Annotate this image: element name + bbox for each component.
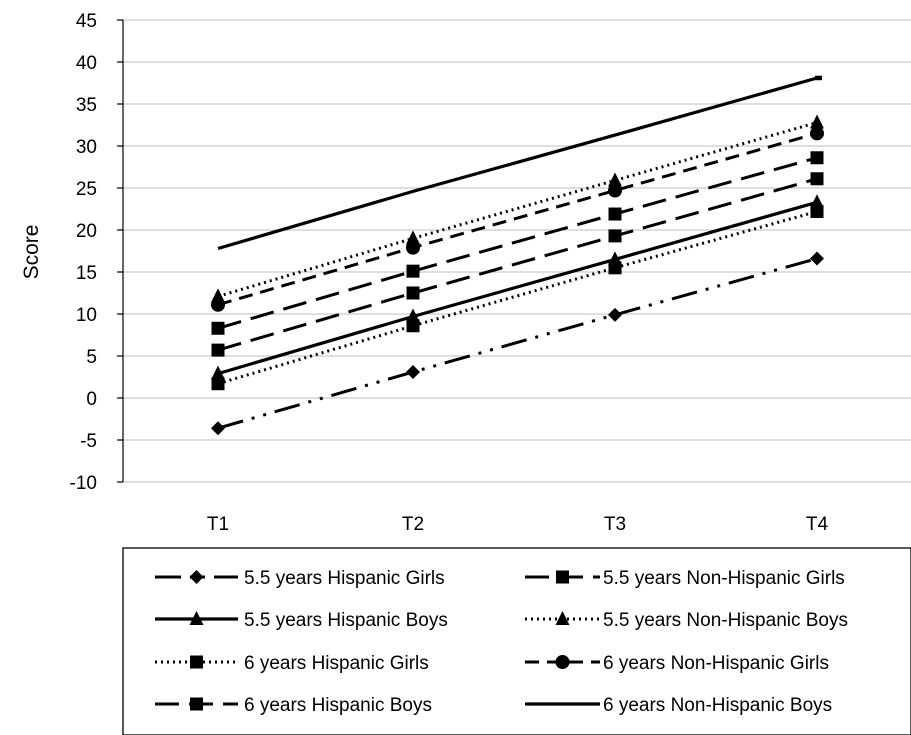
legend-label: 6 years Non-Hispanic Girls [603, 653, 829, 674]
data-point-triangle [555, 611, 570, 625]
data-point-diamond [810, 251, 824, 266]
y-tick-label: -5 [80, 431, 97, 452]
legend-box [122, 547, 911, 735]
data-point-square [608, 261, 622, 275]
y-tick-labels: -10 -5 0 5 10 15 20 25 30 35 40 45 [70, 11, 97, 494]
data-point-triangle [810, 114, 824, 129]
series-line [217, 257, 818, 430]
series-3 [211, 194, 824, 380]
series-line [217, 200, 818, 376]
data-point-circle [810, 126, 824, 141]
data-point-square [211, 343, 225, 357]
data-point-square [810, 205, 824, 219]
data-point-triangle [189, 611, 204, 625]
legend-item: 6 years Non-Hispanic Boys [525, 695, 832, 716]
data-point-triangle [406, 308, 420, 323]
x-tick-label: T4 [806, 514, 829, 535]
x-tick-label: T1 [207, 514, 229, 535]
y-tick-label: 10 [76, 305, 97, 326]
data-point-square [406, 286, 420, 300]
y-tick-label: 5 [86, 347, 97, 368]
data-point-diamond [211, 421, 225, 436]
data-point-square [190, 655, 203, 669]
x-tick-label: T3 [604, 514, 626, 535]
legend: 5.5 years Hispanic Girls 5.5 years Non-Hi… [122, 547, 911, 735]
data-point-square [608, 229, 622, 243]
series-lines [211, 75, 824, 436]
legend-item: 6 years Hispanic Girls [155, 653, 429, 674]
data-point-circle [608, 183, 622, 198]
series-2 [211, 172, 824, 357]
series-8 [217, 75, 822, 251]
series-line [217, 121, 818, 298]
y-tick-label: 30 [76, 137, 97, 158]
data-point-triangle [810, 194, 824, 209]
legend-item: 5.5 years Hispanic Boys [155, 610, 448, 631]
series-5 [211, 205, 824, 391]
x-tick-label: T2 [402, 514, 424, 535]
legend-item: 5.5 years Non-Hispanic Boys [525, 610, 848, 631]
data-point-square [211, 321, 225, 335]
y-tick-label: 45 [76, 11, 97, 32]
series-line [217, 156, 818, 330]
series-line [217, 177, 818, 352]
data-point-triangle [406, 230, 420, 245]
legend-item: 5.5 years Non-Hispanic Girls [525, 568, 845, 589]
series-line [217, 131, 818, 307]
series-4 [211, 114, 824, 303]
data-point-square [810, 151, 824, 165]
y-tick-label: 40 [76, 53, 97, 74]
data-point-square [608, 207, 622, 221]
legend-label: 5.5 years Hispanic Girls [244, 568, 445, 589]
data-point-triangle [211, 365, 225, 380]
data-point-diamond [189, 570, 204, 584]
legend-item: 6 years Non-Hispanic Girls [525, 653, 829, 674]
data-point-circle [211, 297, 225, 312]
data-point-diamond [406, 364, 420, 379]
y-tick-label: 15 [76, 263, 97, 284]
series-line [217, 210, 818, 386]
y-tick-label: -10 [70, 473, 97, 494]
legend-label: 6 years Non-Hispanic Boys [603, 695, 832, 716]
data-point-square [406, 264, 420, 278]
y-tick-label: 25 [76, 179, 97, 200]
data-point-square [810, 172, 824, 186]
legend-label: 5.5 years Non-Hispanic Girls [603, 568, 845, 589]
legend-label: 5.5 years Hispanic Boys [244, 610, 448, 631]
data-point-triangle [608, 172, 622, 187]
data-point-circle [406, 240, 420, 255]
data-point-circle [555, 655, 570, 669]
data-point-square [556, 570, 569, 584]
series-7 [211, 151, 824, 335]
series-6 [211, 126, 824, 312]
y-tick-label: 35 [76, 95, 97, 116]
data-point-square [190, 697, 203, 711]
legend-item: 6 years Hispanic Boys [155, 695, 432, 716]
y-tick-label: 0 [86, 389, 97, 410]
legend-label: 5.5 years Non-Hispanic Boys [603, 610, 848, 631]
data-point-square [211, 377, 225, 391]
legend-label: 6 years Hispanic Boys [244, 695, 432, 716]
axes [117, 19, 124, 483]
y-tick-label: 20 [76, 221, 97, 242]
series-1 [211, 251, 824, 436]
legend-label: 6 years Hispanic Girls [244, 653, 429, 674]
legend-item: 5.5 years Hispanic Girls [155, 568, 445, 589]
data-point-diamond [608, 307, 622, 322]
series-line [217, 76, 818, 251]
gridlines [123, 19, 911, 483]
data-point-square [406, 319, 420, 333]
y-axis-title: Score [20, 225, 43, 280]
x-tick-labels: T1 T2 T3 T4 [207, 514, 829, 535]
